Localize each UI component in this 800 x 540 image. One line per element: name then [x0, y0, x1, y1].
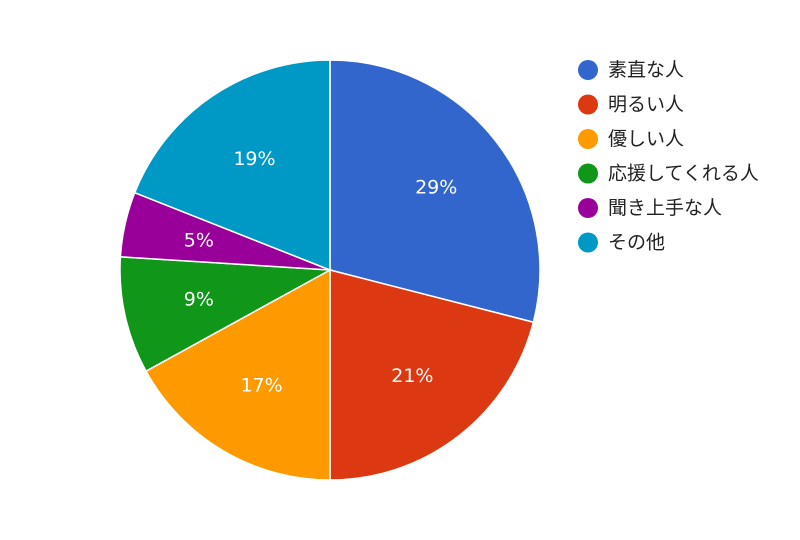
legend-item-3: 優しい人 — [578, 128, 684, 150]
pie-slice-value-label-2: 21% — [391, 365, 433, 387]
legend-swatch-3 — [578, 129, 598, 149]
pie-slice-value-label-3: 17% — [240, 375, 282, 397]
legend-swatch-1 — [578, 60, 598, 80]
legend-item-2: 明るい人 — [578, 94, 684, 116]
legend-label-6: その他 — [608, 232, 665, 254]
legend-swatch-6 — [578, 232, 598, 253]
legend-swatch-4 — [578, 163, 598, 184]
pie-slice-value-label-6: 19% — [233, 148, 275, 170]
legend-label-4: 応援してくれる人 — [608, 163, 759, 185]
legend-item-1: 素直な人 — [578, 59, 684, 81]
legend-item-5: 聞き上手な人 — [578, 197, 722, 219]
legend-label-5: 聞き上手な人 — [608, 197, 722, 219]
pie-slice-3 — [144, 268, 331, 481]
pie-slice-value-label-4: 9% — [184, 288, 214, 310]
pie-slice-6 — [133, 59, 331, 272]
legend-label-3: 優しい人 — [608, 128, 684, 150]
pie-slice-1 — [329, 59, 541, 324]
legend-label-2: 明るい人 — [608, 94, 684, 116]
legend-item-4: 応援してくれる人 — [578, 163, 759, 185]
pie-slices — [119, 59, 541, 481]
pie-slice-labels: 29% 21% 17% 9% 5% 19% — [184, 148, 458, 397]
legend-swatch-5 — [578, 198, 598, 218]
legend-swatch-2 — [578, 94, 598, 115]
pie-slice-value-label-1: 29% — [415, 177, 457, 199]
pie-slice-4 — [119, 256, 333, 373]
legend-item-6: その他 — [578, 232, 665, 254]
legend-label-1: 素直な人 — [608, 59, 684, 81]
pie-slice-2 — [329, 269, 535, 481]
pie-slice-value-label-5: 5% — [184, 230, 214, 252]
